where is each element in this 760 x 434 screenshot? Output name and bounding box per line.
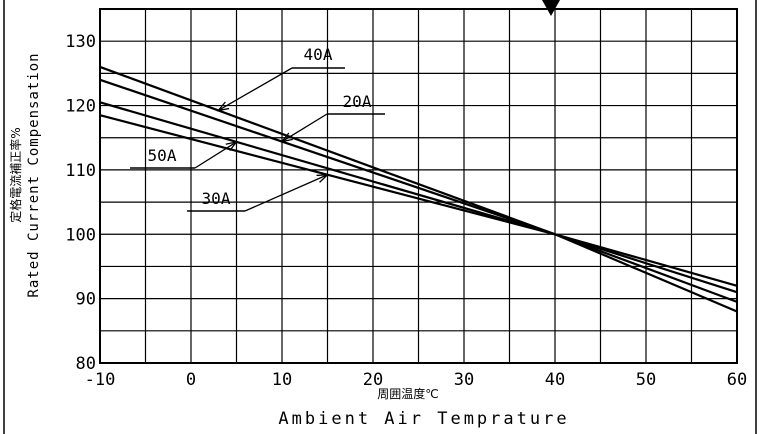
tick-labels: -10 0 10 20 30 40 50 60 80 90 100 110 120 130	[65, 32, 747, 390]
label-leader	[281, 113, 328, 143]
x-tick-label: 60	[727, 370, 747, 390]
series-label: 20A	[343, 92, 372, 111]
label-leader	[194, 141, 237, 169]
y-tick-label: 130	[65, 32, 96, 52]
series-line-30A	[99, 114, 738, 287]
x-axis-label-jp: 周囲温度℃	[377, 386, 438, 401]
x-tick-label: 40	[545, 370, 565, 390]
x-tick-label: 20	[363, 370, 383, 390]
series-lines	[99, 65, 738, 313]
x-axis-label: Ambient Air Temprature	[278, 409, 569, 429]
series-label: 30A	[202, 189, 231, 208]
y-tick-label: 110	[65, 161, 96, 181]
label-arrowhead	[216, 101, 230, 112]
x-tick-label: 50	[636, 370, 656, 390]
plot-frame	[3, 0, 757, 434]
grid	[100, 8, 737, 363]
label-leader	[244, 174, 328, 212]
x-tick-label: 30	[454, 370, 474, 390]
y-axis-label: Rated Current Compensation	[26, 52, 42, 297]
x-tick-label: -10	[85, 370, 116, 390]
label-arrowhead	[316, 173, 330, 183]
label-arrowhead	[280, 132, 293, 143]
marker-triangle	[542, 0, 560, 16]
y-axis-label-jp: 定格電流補正率%	[8, 127, 23, 222]
y-tick-label: 90	[76, 290, 96, 310]
x-tick-label: 10	[272, 370, 292, 390]
label-leader	[217, 67, 293, 112]
series-labels: 40A 20A 50A 30A	[130, 45, 385, 212]
series-label: 40A	[304, 45, 333, 64]
y-tick-label: 120	[65, 97, 96, 117]
y-tick-label: 80	[76, 354, 96, 374]
series-label: 50A	[148, 146, 177, 165]
label-arrowhead	[225, 140, 239, 152]
x-tick-label: 0	[186, 370, 196, 390]
y-tick-label: 100	[65, 225, 96, 245]
